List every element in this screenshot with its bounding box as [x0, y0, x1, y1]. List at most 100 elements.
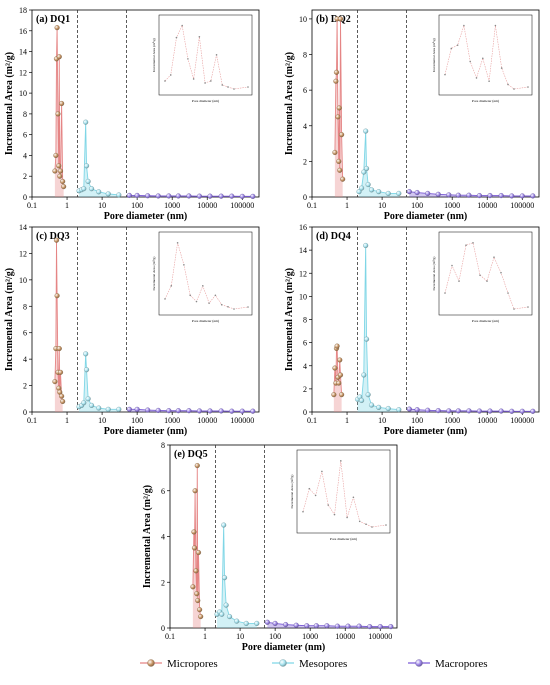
inset-point [176, 242, 179, 244]
data-point-meso [88, 186, 95, 192]
inset-point [365, 523, 367, 525]
x-tick-label: 10 [98, 416, 106, 425]
series-micro [331, 343, 345, 412]
panel-title: (e) DQ5 [174, 449, 208, 460]
panel-title: (b) DQ2 [316, 14, 351, 25]
series-line-micro [333, 345, 343, 395]
data-point-macro [166, 193, 172, 199]
data-point-macro [218, 193, 224, 199]
y-tick-label: 16 [299, 223, 307, 232]
data-point-meso [254, 620, 260, 626]
x-axis-title: Pore diameter (nm) [384, 426, 468, 437]
data-point-micro [52, 168, 58, 174]
inset-point [340, 460, 342, 462]
inset-point [204, 82, 206, 84]
inset-point [175, 36, 178, 39]
data-point-meso [105, 406, 111, 412]
y-tick-label: 12 [299, 269, 307, 278]
inset-point [189, 294, 191, 297]
data-point-meso [363, 128, 369, 134]
data-point-macro [345, 623, 351, 629]
y-tick-label: 14 [19, 48, 27, 57]
data-point-meso [368, 187, 375, 193]
data-point-macro [435, 191, 441, 197]
x-tick-label: 1000 [164, 201, 180, 210]
x-tick-label: 0.1 [307, 416, 317, 425]
inset-point [444, 73, 446, 76]
data-point-micro [57, 369, 64, 375]
x-tick-label: 1000 [302, 632, 318, 641]
data-point-macro [425, 407, 431, 413]
inset-point [164, 80, 166, 82]
data-point-macro [476, 408, 483, 414]
data-point-macro [155, 193, 161, 199]
inset-point [507, 292, 509, 294]
legend-item-micro: Micropores [140, 658, 218, 670]
data-point-meso [116, 192, 122, 198]
y-tick-label: 2 [23, 382, 27, 391]
x-tick-label: 10 [98, 201, 106, 210]
x-tick-label: 10000 [197, 416, 217, 425]
data-point-macro [509, 193, 515, 199]
data-point-meso [396, 190, 402, 196]
data-point-micro [192, 488, 198, 494]
inset-point [463, 24, 465, 27]
data-point-meso [83, 163, 90, 169]
data-point-micro [336, 105, 342, 111]
data-point-micro [193, 568, 199, 574]
x-axis-title: Pore diameter (nm) [242, 642, 326, 653]
y-tick-label: 10 [299, 15, 307, 24]
inset-point [358, 520, 361, 523]
y-tick-label: 14 [299, 246, 307, 255]
data-point-macro [446, 192, 452, 198]
data-point-micro [56, 163, 62, 169]
inset-frame [158, 231, 253, 316]
data-point-meso [243, 620, 249, 626]
data-point-meso [356, 189, 362, 195]
series-macro [406, 189, 536, 199]
data-point-macro [229, 193, 235, 199]
panel-1: 0.1 1 10 100 1000 10000 100000 0 2 4 6 8 10 12 14 16 18 P… [4, 6, 260, 222]
inset-chart: Pore diameter (nm) Incremental Area (m²/g… [152, 14, 253, 103]
series-meso [76, 351, 122, 412]
data-point-micro [332, 365, 338, 371]
data-point-macro [388, 624, 394, 630]
data-point-macro [466, 408, 472, 414]
x-tick-label: 1 [345, 416, 349, 425]
data-point-meso [226, 614, 233, 620]
inset-point [333, 513, 336, 516]
y-tick-label: 8 [23, 110, 27, 119]
legend-label: Micropores [167, 658, 218, 670]
panel-3: 0.1 1 10 100 1000 10000 100000 0 2 4 6 8 10 12 14 Pore … [4, 223, 260, 437]
inset-point [479, 274, 481, 276]
x-tick-label: 1000 [444, 201, 460, 210]
x-tick-label: 1000 [444, 416, 460, 425]
data-point-micro [54, 25, 60, 31]
y-tick-label: 18 [19, 6, 27, 15]
x-tick-label: 1 [65, 416, 69, 425]
data-point-micro [337, 372, 344, 378]
inset-point [210, 80, 212, 82]
series-meso [355, 242, 402, 413]
data-point-macro [530, 193, 536, 199]
data-point-meso [359, 397, 365, 403]
inset-point [451, 264, 453, 267]
x-tick-label: 0.1 [27, 416, 37, 425]
data-point-macro [207, 193, 213, 199]
x-tick-label: 10 [236, 632, 244, 641]
y-tick-label: 8 [161, 441, 165, 450]
data-point-macro [239, 193, 245, 199]
data-point-micro [55, 111, 61, 117]
data-point-macro [264, 619, 270, 625]
series-line-meso [358, 131, 399, 194]
data-point-macro [487, 193, 493, 199]
data-point-meso [234, 618, 240, 624]
data-point-macro [519, 193, 525, 199]
inset-point [308, 487, 311, 490]
data-point-macro [435, 408, 441, 414]
inset-point [385, 524, 387, 526]
y-tick-label: 0 [303, 193, 307, 202]
panel-title: (a) DQ1 [36, 14, 70, 25]
data-point-micro [56, 346, 62, 352]
